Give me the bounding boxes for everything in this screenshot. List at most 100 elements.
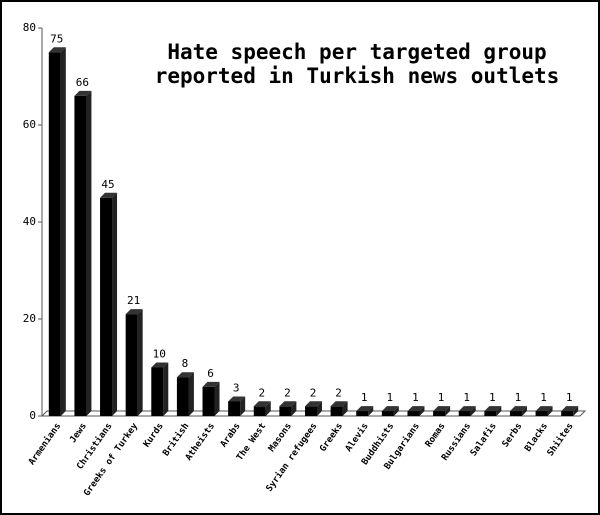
bar <box>458 406 476 416</box>
bar <box>48 47 66 416</box>
bar-side <box>214 381 220 416</box>
value-label: 1 <box>540 391 547 404</box>
bar <box>253 401 271 416</box>
bar <box>151 362 169 416</box>
bar-side <box>393 406 399 416</box>
bar-top <box>151 362 169 368</box>
value-label: 2 <box>310 386 317 399</box>
bar <box>176 372 194 416</box>
bar-top <box>202 381 220 387</box>
bar-front <box>279 406 292 416</box>
bar-side <box>86 90 92 417</box>
bar <box>74 90 92 417</box>
bar-side <box>240 396 246 416</box>
bar-top <box>407 406 425 412</box>
value-label: 6 <box>207 367 214 380</box>
bar-front <box>535 411 548 416</box>
bar <box>509 406 527 416</box>
x-tick-label: Jews <box>68 421 89 445</box>
x-tick-label: Syrian refugees <box>264 421 320 494</box>
bar-top <box>100 192 118 198</box>
bar <box>561 406 579 416</box>
bar <box>535 406 553 416</box>
value-label: 45 <box>101 178 114 191</box>
bar <box>484 406 502 416</box>
value-label: 2 <box>335 386 342 399</box>
bar-top <box>253 401 271 407</box>
bar-front <box>561 411 574 416</box>
value-label: 21 <box>127 294 140 307</box>
bar-side <box>419 406 425 416</box>
value-label: 1 <box>566 391 573 404</box>
bar-top <box>176 372 194 378</box>
value-label: 8 <box>182 357 189 370</box>
bar-top <box>48 47 66 53</box>
bar-top <box>561 406 579 412</box>
bar-front <box>74 95 87 417</box>
bar <box>228 396 246 416</box>
bar-front <box>253 406 266 416</box>
x-tick-label: Armenians <box>26 421 63 467</box>
value-label: 1 <box>463 391 470 404</box>
value-label: 1 <box>387 391 394 404</box>
bar-front <box>458 411 471 416</box>
bar <box>279 401 297 416</box>
value-label: 1 <box>412 391 419 404</box>
bar <box>356 406 374 416</box>
bar-front <box>509 411 522 416</box>
bar-side <box>137 309 143 416</box>
bar-top <box>509 406 527 412</box>
value-label: 3 <box>233 381 240 394</box>
bar-front <box>407 411 420 416</box>
bar-top <box>458 406 476 412</box>
x-tick-label: Masons <box>267 421 294 453</box>
value-label: 75 <box>50 32 63 45</box>
x-tick-label: Salafis <box>468 421 499 458</box>
bar-front <box>151 367 164 416</box>
value-label: 2 <box>258 386 265 399</box>
bar <box>407 406 425 416</box>
bar-front <box>433 411 446 416</box>
bar <box>202 381 220 416</box>
bar-side <box>265 401 271 416</box>
bar-top <box>433 406 451 412</box>
bar-top <box>125 309 143 315</box>
bar-side <box>470 406 476 416</box>
value-label: 1 <box>489 391 496 404</box>
bar-side <box>342 401 348 416</box>
bar-front <box>176 377 189 416</box>
bar-side <box>521 406 527 416</box>
bar-top <box>535 406 553 412</box>
bar-top <box>330 401 348 407</box>
bar-front <box>100 197 113 416</box>
bar-front <box>356 411 369 416</box>
bar-side <box>291 401 297 416</box>
bar <box>125 309 143 416</box>
bar <box>330 401 348 416</box>
bar-top <box>484 406 502 412</box>
x-tick-label: Kurds <box>142 421 166 449</box>
x-tick-label: Romas <box>424 421 448 449</box>
bar-side <box>163 362 169 416</box>
bar-top <box>279 401 297 407</box>
bar-side <box>60 47 66 416</box>
bar-top <box>305 401 322 407</box>
bar-side <box>317 401 322 416</box>
y-tick-label: 60 <box>23 118 36 131</box>
value-label: 1 <box>515 391 522 404</box>
bar-front <box>330 406 343 416</box>
bar <box>433 406 451 416</box>
bar-front <box>228 401 241 416</box>
bar-top <box>381 406 399 412</box>
bar-top <box>228 396 246 402</box>
value-label: 1 <box>438 391 445 404</box>
bar-side <box>368 406 374 416</box>
bar <box>305 401 322 416</box>
x-tick-label: Greeks <box>318 421 345 453</box>
bar-front <box>202 386 215 416</box>
value-label: 1 <box>361 391 368 404</box>
bar <box>381 406 399 416</box>
y-tick-label: 20 <box>23 312 36 325</box>
